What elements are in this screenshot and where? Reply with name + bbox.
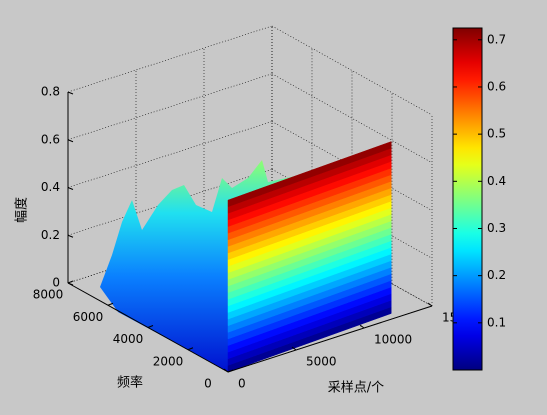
y-axis-label: 频率 — [117, 375, 143, 391]
z-axis-label: 幅度 — [14, 197, 30, 223]
x-axis-line — [227, 305, 433, 373]
grid-line — [271, 216, 433, 307]
tick-mark — [67, 282, 74, 286]
z-tick-label: 0.6 — [41, 132, 60, 146]
x-tick-label: 10000 — [374, 333, 412, 347]
surface-back — [100, 160, 300, 372]
colorbar-tick-label: 0.4 — [487, 174, 506, 188]
colorbar-tick-label: 0.3 — [487, 221, 506, 235]
tick-mark — [67, 280, 74, 284]
y-tick-label: 4000 — [113, 332, 144, 346]
colorbar-tick-label: 0.5 — [487, 127, 506, 141]
grid-line — [271, 73, 433, 164]
z-tick-label: 0 — [52, 276, 60, 290]
tick-mark — [67, 234, 74, 238]
tick-mark — [67, 187, 74, 190]
z-tick-label: 0.8 — [41, 85, 60, 99]
colorbar-tick-label: 0.2 — [487, 268, 506, 282]
x-tick-label: 5000 — [306, 355, 337, 369]
surface-front-band — [227, 141, 392, 208]
y-tick-label: 8000 — [33, 288, 64, 302]
tick-mark — [291, 346, 297, 351]
tick-mark — [107, 302, 114, 306]
tick-mark — [223, 368, 229, 373]
z-tick-label: 0.4 — [41, 180, 60, 194]
tick-mark — [427, 302, 433, 307]
tick-mark — [187, 347, 194, 351]
tick-mark — [67, 139, 74, 143]
colorbar-tick-label: 0.1 — [487, 315, 506, 329]
colorbar-tick-label: 0.6 — [487, 79, 506, 93]
colorbar-tick-label: 0.7 — [487, 32, 506, 46]
y-tick-label: 6000 — [73, 310, 104, 324]
tick-mark — [227, 369, 234, 373]
surface — [100, 141, 392, 373]
grid-line — [271, 25, 433, 116]
tick-mark — [147, 325, 154, 328]
z-tick-label: 0.2 — [41, 228, 60, 242]
tick-mark — [67, 91, 74, 95]
colorbar: 0.1 0.2 0.3 0.4 0.5 0.6 0.7 — [452, 27, 506, 371]
tick-mark — [359, 324, 365, 329]
x-tick-label: 0 — [238, 377, 246, 391]
grid-line — [271, 121, 433, 211]
x-axis-label: 采样点/个 — [328, 381, 384, 396]
colorbar-bar — [452, 27, 483, 371]
y-tick-label: 0 — [204, 377, 212, 391]
y-tick-label: 2000 — [153, 354, 184, 368]
